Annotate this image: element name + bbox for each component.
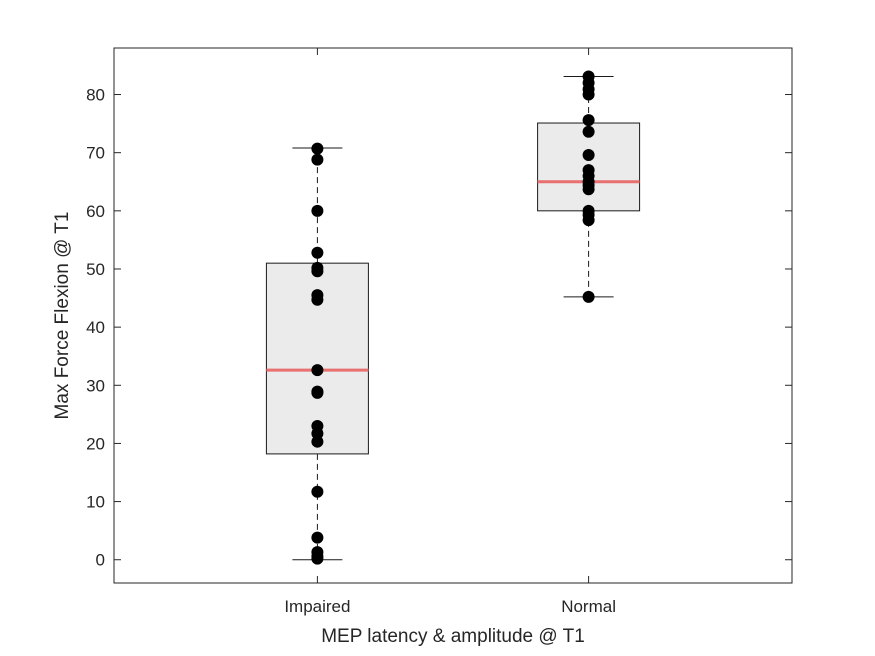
y-tick-label: 60 (86, 202, 105, 221)
data-point (582, 214, 595, 227)
data-point (582, 125, 595, 138)
data-point (311, 435, 324, 448)
points-layer (311, 70, 595, 565)
data-point (311, 531, 324, 544)
data-point (311, 552, 324, 565)
data-point (311, 293, 324, 306)
y-tick-label: 70 (86, 144, 105, 163)
data-point (582, 290, 595, 303)
axes-layer: 0 10 20 30 40 50 60 70 80 Impaired Normal (86, 48, 792, 616)
data-point (311, 485, 324, 498)
data-point (582, 88, 595, 101)
data-point (311, 265, 324, 278)
x-axis-label: MEP latency & amplitude @ T1 (321, 626, 585, 647)
data-point (311, 246, 324, 259)
y-tick-label: 20 (86, 434, 105, 453)
y-tick-label: 50 (86, 260, 105, 279)
data-point (311, 142, 324, 155)
y-tick-label: 10 (86, 493, 105, 512)
data-point (311, 204, 324, 217)
y-tick-label: 30 (86, 376, 105, 395)
y-tick-label: 40 (86, 318, 105, 337)
x-tick-label: Normal (561, 597, 616, 616)
x-tick-label: Impaired (284, 597, 350, 616)
y-axis-label: Max Force Flexion @ T1 (52, 212, 73, 420)
data-point (311, 386, 324, 399)
data-point (311, 364, 324, 377)
plot-area (113, 47, 793, 584)
data-point (582, 114, 595, 127)
y-tick-label: 0 (96, 551, 105, 570)
y-tick-label: 80 (86, 86, 105, 105)
data-point (582, 183, 595, 196)
data-point (582, 149, 595, 161)
data-point (311, 153, 324, 166)
